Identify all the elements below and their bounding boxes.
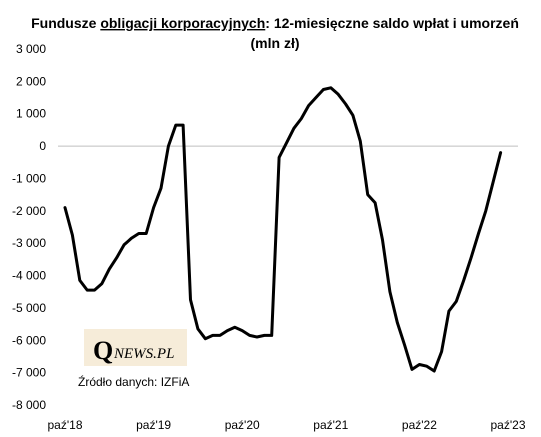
title-part-1: obligacji korporacyjnych xyxy=(100,15,265,31)
chart-title: Fundusze obligacji korporacyjnych: 12-mi… xyxy=(31,15,519,31)
source-note: Źródło danych: IZFiA xyxy=(78,374,189,389)
qnews-logo: Q NEWS.PL xyxy=(84,329,187,366)
y-tick-label: -8 000 xyxy=(12,398,46,412)
y-tick-label: 0 xyxy=(39,139,46,153)
y-tick-label: -7 000 xyxy=(12,366,46,380)
x-tick-label: paź'20 xyxy=(225,418,260,432)
x-tick-label: paź'22 xyxy=(402,418,437,432)
logo-q: Q xyxy=(93,336,113,365)
x-tick-label: paź'21 xyxy=(313,418,348,432)
y-tick-label: -4 000 xyxy=(12,269,46,283)
x-tick-label: paź'23 xyxy=(491,418,526,432)
y-axis-ticks: 3 000 2 000 1 000 0 -1 000 -2 000 -3 000 -4 000… xyxy=(12,42,46,412)
logo-text: NEWS.PL xyxy=(113,346,174,362)
y-tick-label: -5 000 xyxy=(12,301,46,315)
x-tick-label: paź'19 xyxy=(136,418,171,432)
series-line xyxy=(63,86,503,373)
y-tick-label: 3 000 xyxy=(16,42,46,56)
logo-background xyxy=(84,329,187,366)
y-tick-label: -3 000 xyxy=(12,236,46,250)
title-part-2: : 12-miesięczne saldo wpłat i umorzeń xyxy=(265,15,519,31)
title-part-0: Fundusze xyxy=(31,15,100,31)
x-tick-label: paź'18 xyxy=(48,418,83,432)
y-tick-label: -2 000 xyxy=(12,204,46,218)
y-tick-label: -6 000 xyxy=(12,333,46,347)
series-group xyxy=(63,86,503,373)
y-tick-label: 1 000 xyxy=(16,107,46,121)
y-tick-label: -1 000 xyxy=(12,171,46,185)
y-tick-label: 2 000 xyxy=(16,74,46,88)
x-axis-ticks: paź'18 paź'19 paź'20 paź'21 paź'22 paź'23 xyxy=(48,418,526,432)
chart-subtitle: (mln zł) xyxy=(251,35,300,51)
